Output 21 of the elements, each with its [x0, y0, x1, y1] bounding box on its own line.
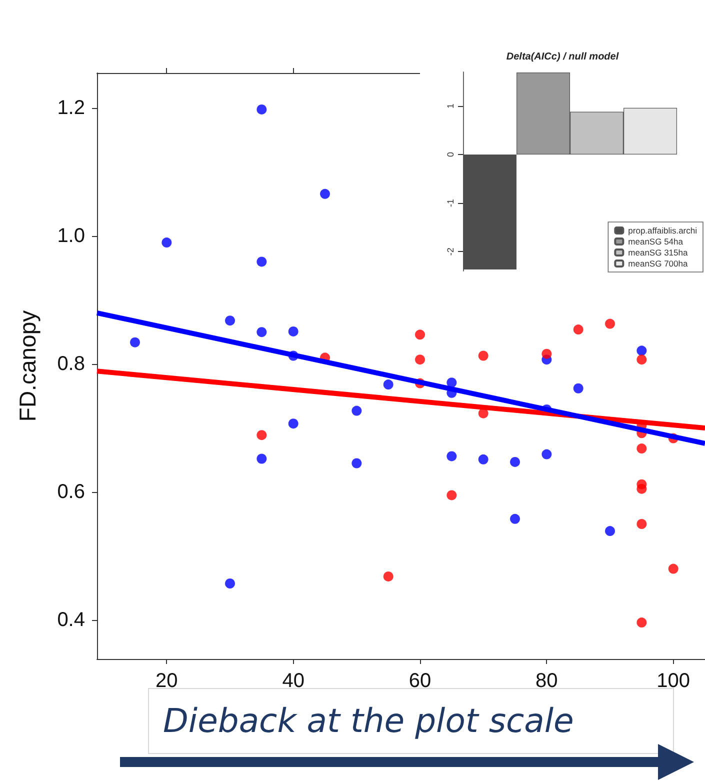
y-tick-label: -1 [446, 199, 456, 208]
chart-title: Delta(AICc) / null model [506, 52, 619, 62]
y-tick-label: 1 [446, 103, 456, 108]
legend-label: meanSG 315ha [628, 248, 688, 258]
y-tick-label: 1.0 [57, 225, 85, 248]
x-tick-label: 80 [536, 670, 558, 692]
y-tick-label: 0.6 [57, 481, 85, 504]
y-tick-label: 0.4 [57, 608, 85, 631]
x-tick-label: 60 [408, 670, 432, 692]
y-axis-title: FD.canopy [14, 310, 40, 422]
legend-label: prop.affaiblis.archi [628, 226, 698, 236]
y-tick-label: 1.2 [57, 97, 85, 120]
x-tick-label: 40 [282, 670, 304, 692]
x-tick-label: 100 [656, 670, 690, 692]
legend-label: meanSG 54ha [628, 236, 684, 246]
x-tick-label: 20 [156, 670, 178, 692]
legend-label: meanSG 700ha [628, 258, 688, 268]
y-tick-label: 0 [446, 152, 456, 158]
y-tick-label: -2 [446, 248, 456, 256]
y-tick-label: 0.8 [57, 353, 85, 376]
x-axis-title: Dieback at the plot scale [163, 701, 574, 740]
